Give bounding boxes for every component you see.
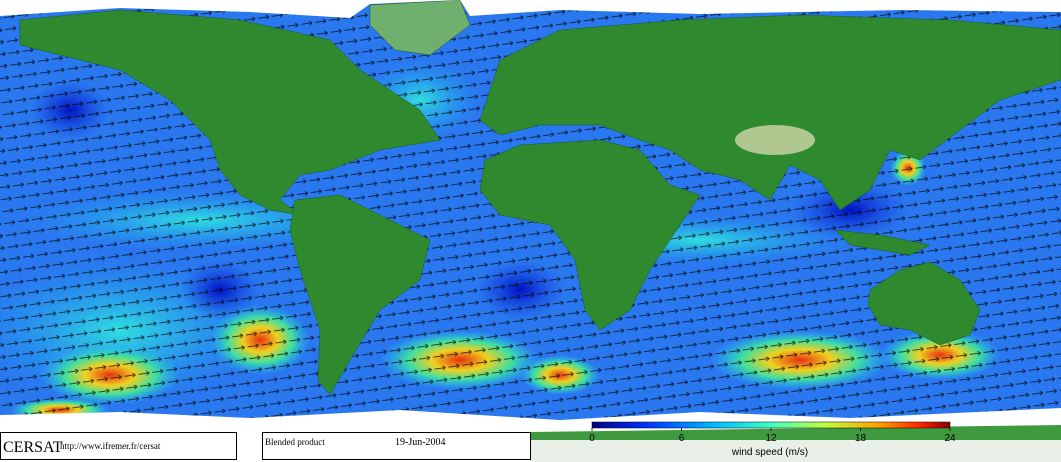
land [19,0,1061,396]
source-box [0,432,237,460]
colorbar-tick-label: 12 [765,433,777,444]
colorbar-tick-label: 0 [589,433,595,444]
colorbar: wind speed (m/s) 0 6 12 18 24 [589,421,956,458]
colorbar-tick-label: 24 [944,433,956,444]
colorbar-ramp [591,421,951,429]
footer: CERSAT http://www.ifremer.fr/cersat Blen… [0,432,531,460]
product: Blended product [265,437,325,447]
source-url: http://www.ifremer.fr/cersat [60,441,161,451]
source: CERSAT [3,439,63,456]
product-box [262,432,531,460]
colorbar-tick-label: 18 [855,433,867,444]
colorbar-label: wind speed (m/s) [731,447,808,458]
colorbar-tick-label: 6 [679,433,685,444]
date: 19-Jun-2004 [395,437,446,448]
